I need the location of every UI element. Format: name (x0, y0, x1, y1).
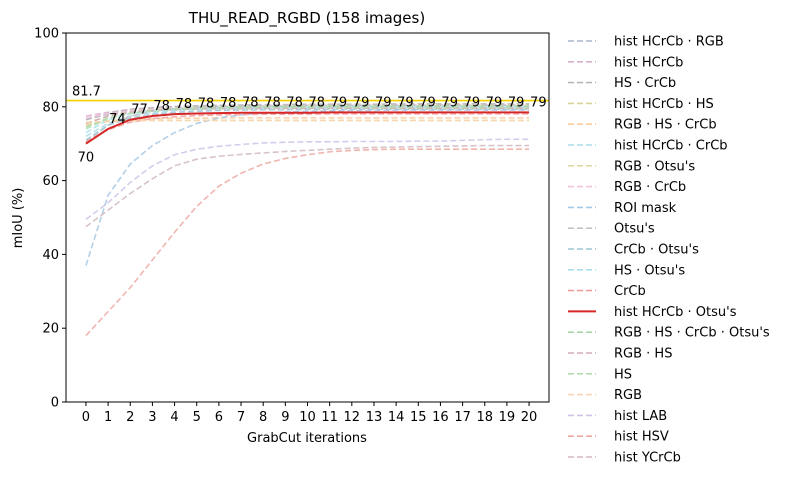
legend-entry-label: Otsu's (614, 222, 655, 237)
series-layer (85, 103, 530, 337)
point-label: 78 (286, 96, 303, 111)
y-tick-label: 20 (42, 322, 59, 337)
series-line-hist-lab (85, 138, 530, 220)
point-label: 78 (176, 97, 193, 112)
legend-entry-label: RGB · HS · CrCb · Otsu's (614, 326, 770, 341)
x-axis: 0 1 2 3 4 5 6 7 8 9 10 11 12 13 14 15 16 17 18 19 20 (82, 402, 538, 425)
y-tick-label: 60 (42, 174, 59, 189)
x-tick-label: 7 (237, 410, 245, 425)
x-tick-label: 2 (126, 410, 134, 425)
point-label: 78 (242, 96, 259, 111)
chart-title: THU_READ_RGBD (158 images) (188, 9, 425, 28)
series-line-rgb (85, 119, 530, 124)
legend-entry-label: RGB · Otsu's (614, 159, 695, 174)
point-label: 79 (397, 95, 414, 110)
point-label: 79 (375, 95, 392, 110)
legend-entry-label: hist LAB (614, 409, 667, 424)
legend-entry-label: ROI mask (614, 201, 677, 216)
point-label: 78 (153, 99, 170, 114)
x-tick-label: 8 (259, 410, 267, 425)
x-tick-label: 20 (521, 410, 538, 425)
legend-entry-label: HS (614, 367, 632, 382)
legend-entry-label: CrCb (614, 284, 646, 299)
point-label: 78 (309, 96, 326, 111)
legend-entry-label: hist YCrCb (614, 451, 681, 466)
reference-line-layer: 81.7 (66, 85, 549, 102)
point-label: 79 (419, 95, 436, 110)
annotation-layer: 70 74 77 78 78 78 78 78 78 78 78 79 79 79 79 79 79 79 79 79… (78, 95, 547, 165)
x-tick-label: 6 (215, 410, 223, 425)
series-line-hist-ycrcb (85, 144, 530, 228)
x-tick-label: 16 (432, 410, 449, 425)
point-label: 79 (486, 95, 503, 110)
legend-entry-label: hist HCrCb · RGB (614, 35, 724, 50)
y-axis-label: mIoU (%) (11, 188, 26, 249)
plot-background (66, 33, 549, 402)
x-tick-label: 17 (454, 410, 471, 425)
point-label: 78 (264, 96, 281, 111)
point-label: 70 (78, 151, 95, 166)
point-label: 79 (508, 95, 525, 110)
y-axis: 0 20 40 60 80 100 (34, 27, 66, 411)
x-tick-label: 18 (476, 410, 493, 425)
legend-entry-label: RGB (614, 388, 642, 403)
x-tick-label: 1 (104, 410, 112, 425)
point-label: 74 (109, 112, 126, 127)
legend-entry-label: RGB · HS · CrCb (614, 118, 717, 133)
point-label: 79 (353, 95, 370, 110)
legend-entry-label: hist HCrCb (614, 55, 683, 70)
legend-entry-label: hist HCrCb · HS (614, 97, 714, 112)
y-tick-label: 100 (34, 27, 59, 42)
x-tick-label: 11 (321, 410, 338, 425)
series-line-hist-hcrcb-otsu-s (85, 111, 530, 145)
legend-entry-label: RGB · HS (614, 347, 672, 362)
x-tick-label: 15 (410, 410, 427, 425)
x-tick-label: 10 (299, 410, 316, 425)
legend-entry-label: HS · CrCb (614, 76, 676, 91)
series-line-roi-mask (85, 109, 530, 266)
series-line-hs-crcb (85, 103, 530, 121)
series-line-hist-hsv (85, 148, 530, 337)
legend-entry-label: hist HCrCb · CrCb (614, 139, 728, 154)
x-tick-label: 12 (344, 410, 361, 425)
series-line-crcb-otsu-s (85, 108, 530, 141)
x-tick-label: 0 (82, 410, 90, 425)
point-label: 79 (331, 95, 348, 110)
legend: hist HCrCb · RGB hist HCrCb HS · CrCb hist … (568, 35, 770, 466)
legend-entry-label: HS · Otsu's (614, 263, 685, 278)
point-label: 78 (220, 96, 237, 111)
reference-line-label: 81.7 (72, 85, 101, 100)
y-tick-label: 0 (51, 396, 59, 411)
legend-entry-label: RGB · CrCb (614, 180, 686, 195)
legend-entry-label: CrCb · Otsu's (614, 243, 699, 258)
x-tick-label: 9 (281, 410, 289, 425)
x-tick-label: 13 (366, 410, 383, 425)
x-tick-label: 4 (170, 410, 178, 425)
y-tick-label: 80 (42, 100, 59, 115)
series-line-rgb-hs-crcb (85, 117, 530, 127)
y-tick-label: 40 (42, 248, 59, 263)
point-label: 77 (131, 103, 148, 118)
series-line-hs (85, 106, 530, 130)
x-axis-label: GrabCut iterations (247, 431, 367, 446)
x-tick-label: 19 (499, 410, 516, 425)
x-tick-label: 3 (148, 410, 156, 425)
legend-entry-label: hist HSV (614, 430, 669, 445)
series-line-crcb (85, 113, 530, 143)
point-label: 79 (530, 95, 547, 110)
point-label: 79 (464, 95, 481, 110)
x-tick-label: 5 (193, 410, 201, 425)
point-label: 79 (441, 95, 458, 110)
x-tick-label: 14 (388, 410, 405, 425)
legend-entry-label: hist HCrCb · Otsu's (614, 305, 737, 320)
point-label: 78 (198, 96, 215, 111)
